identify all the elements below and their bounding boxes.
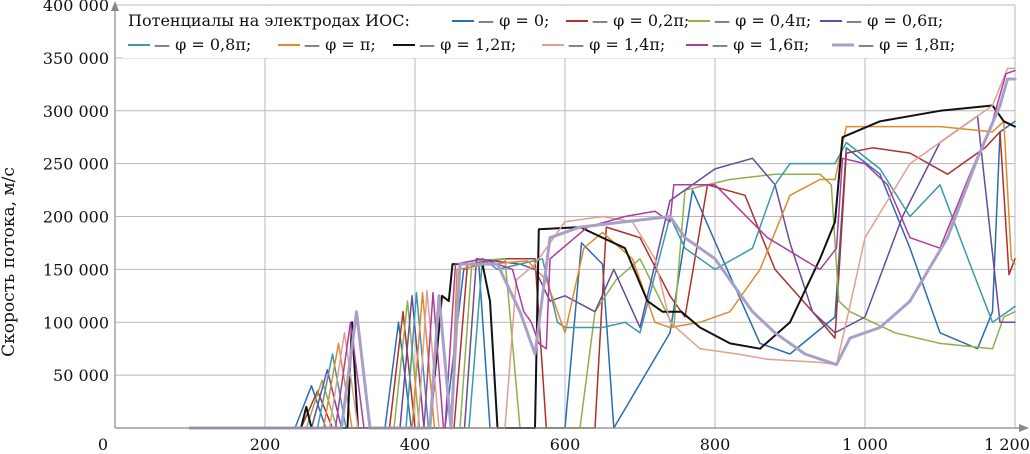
x-tick-label: 1 200 (984, 435, 1030, 454)
legend-title: Потенциалы на электродах ИОС: (128, 11, 410, 30)
y-axis-arrow (111, 1, 119, 11)
x-tick-label: 400 (400, 435, 431, 454)
x-tick-label: 1 000 (842, 435, 888, 454)
axes (111, 1, 1029, 432)
legend-entry: — φ = 1,8π; (858, 35, 955, 54)
legend-background (122, 6, 1012, 58)
y-tick-label: 50 000 (53, 366, 109, 385)
y-tick-label: 300 000 (43, 102, 109, 121)
y-tick-label: 350 000 (43, 49, 109, 68)
legend-entry: — φ = 0,6π; (846, 11, 943, 30)
y-tick-labels: 400 000 350 000 300 000 250 000 200 000 150 0… (43, 0, 109, 385)
series-line-6 (189, 120, 1016, 429)
legend-entry: — φ = 0,8π; (154, 35, 251, 54)
x-tick-labels: 0 200 400 600 800 1 000 1 200 (98, 435, 1030, 454)
x-axis-arrow (1019, 424, 1029, 432)
y-tick-label: 400 000 (43, 0, 109, 15)
series-line-10 (188, 77, 1017, 430)
y-tick-label: 250 000 (43, 155, 109, 174)
series-line-4 (189, 115, 1016, 429)
series-lines (188, 67, 1017, 430)
legend-entry: — φ = 1,4π; (568, 35, 665, 54)
series-line-1 (189, 120, 1016, 429)
legend-entry: — φ = π; (304, 35, 376, 54)
legend-entry: — φ = 0; (478, 11, 549, 30)
series-line-3 (189, 173, 1016, 429)
legend-entry: — φ = 1,2π; (419, 35, 516, 54)
series-line-5 (189, 141, 1016, 429)
y-tick-label: 150 000 (43, 260, 109, 279)
series-line-2 (189, 131, 1016, 429)
legend-entry: — φ = 1,6π; (712, 35, 809, 54)
legend-entry: — φ = 0,2π; (592, 11, 689, 30)
y-tick-label: 200 000 (43, 208, 109, 227)
series-line-8 (189, 67, 1016, 429)
x-tick-label: 800 (700, 435, 731, 454)
x-tick-label: 600 (550, 435, 581, 454)
x-tick-label: 200 (250, 435, 281, 454)
y-tick-label: 100 000 (43, 313, 109, 332)
legend-entry: — φ = 0,4π; (714, 11, 811, 30)
y-axis-label: Скорость потока, м/с (0, 167, 19, 357)
grid-lines (115, 4, 1016, 428)
series-line-9 (189, 69, 1016, 429)
x-tick-label: 0 (98, 435, 108, 454)
legend: Потенциалы на электродах ИОС: — φ = 0; — … (122, 6, 1012, 58)
